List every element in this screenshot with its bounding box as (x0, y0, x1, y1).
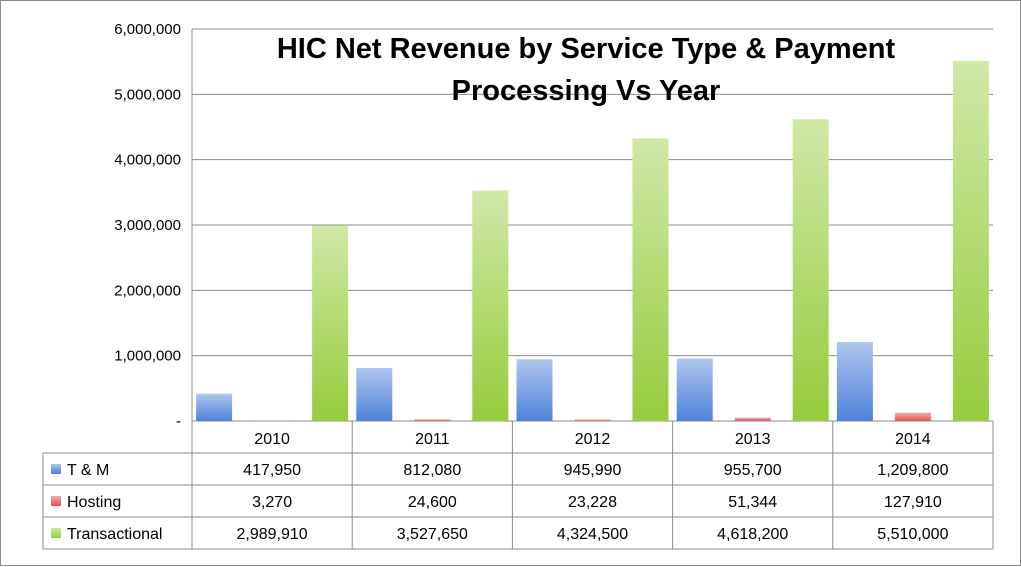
chart-title-line: Processing Vs Year (452, 75, 721, 107)
bar-transactional-2011 (472, 190, 509, 421)
y-tick-label: 5,000,000 (114, 86, 181, 103)
table-cell-value: 417,950 (243, 462, 301, 479)
y-tick-label: - (176, 413, 181, 430)
table-cell-value: 51,344 (728, 494, 777, 511)
table-cell-value: 5,510,000 (877, 526, 948, 543)
bar-t-m-2011 (356, 367, 393, 421)
y-tick-label: 2,000,000 (114, 282, 181, 299)
legend-key-hosting (51, 496, 61, 506)
x-category-label: 2013 (735, 431, 771, 448)
table-cell-value: 24,600 (408, 494, 457, 511)
legend-key-transactional (51, 528, 61, 538)
bar-transactional-2013 (792, 119, 829, 422)
bar-hosting-2010 (254, 420, 291, 421)
bar-t-m-2014 (836, 341, 873, 421)
series-label: Transactional (67, 526, 162, 543)
bar-hosting-2012 (574, 419, 611, 421)
bar-hosting-2014 (894, 412, 931, 421)
y-tick-label: 6,000,000 (114, 21, 181, 38)
table-cell-value: 2,989,910 (237, 526, 308, 543)
bar-t-m-2010 (196, 393, 233, 421)
bar-transactional-2010 (312, 225, 349, 421)
bar-transactional-2014 (952, 61, 989, 421)
x-category-label: 2011 (415, 431, 450, 448)
x-category-label: 2014 (895, 431, 931, 448)
table-cell-value: 4,324,500 (557, 526, 628, 543)
bar-hosting-2011 (414, 419, 451, 421)
series-label: T & M (67, 462, 109, 479)
bar-transactional-2012 (632, 138, 669, 421)
table-cell-value: 945,990 (564, 462, 622, 479)
series-label: Hosting (67, 494, 121, 511)
legend-key-t-m (51, 464, 61, 474)
table-cell-value: 955,700 (724, 462, 782, 479)
table-cell-value: 812,080 (403, 462, 461, 479)
x-category-label: 2012 (575, 431, 611, 448)
bar-t-m-2013 (676, 358, 713, 421)
y-tick-label: 3,000,000 (114, 217, 181, 234)
table-cell-value: 1,209,800 (877, 462, 948, 479)
y-tick-label: 4,000,000 (114, 152, 181, 169)
table-cell-value: 127,910 (884, 494, 942, 511)
table-cell-value: 3,270 (252, 494, 292, 511)
chart-title-line: HIC Net Revenue by Service Type & Paymen… (277, 33, 896, 65)
y-tick-label: 1,000,000 (114, 348, 181, 365)
table-cell-value: 23,228 (568, 494, 617, 511)
table-cell-value: 3,527,650 (397, 526, 468, 543)
bar-t-m-2012 (516, 359, 553, 421)
x-category-label: 2010 (254, 431, 290, 448)
bar-hosting-2013 (734, 417, 771, 421)
table-cell-value: 4,618,200 (717, 526, 788, 543)
